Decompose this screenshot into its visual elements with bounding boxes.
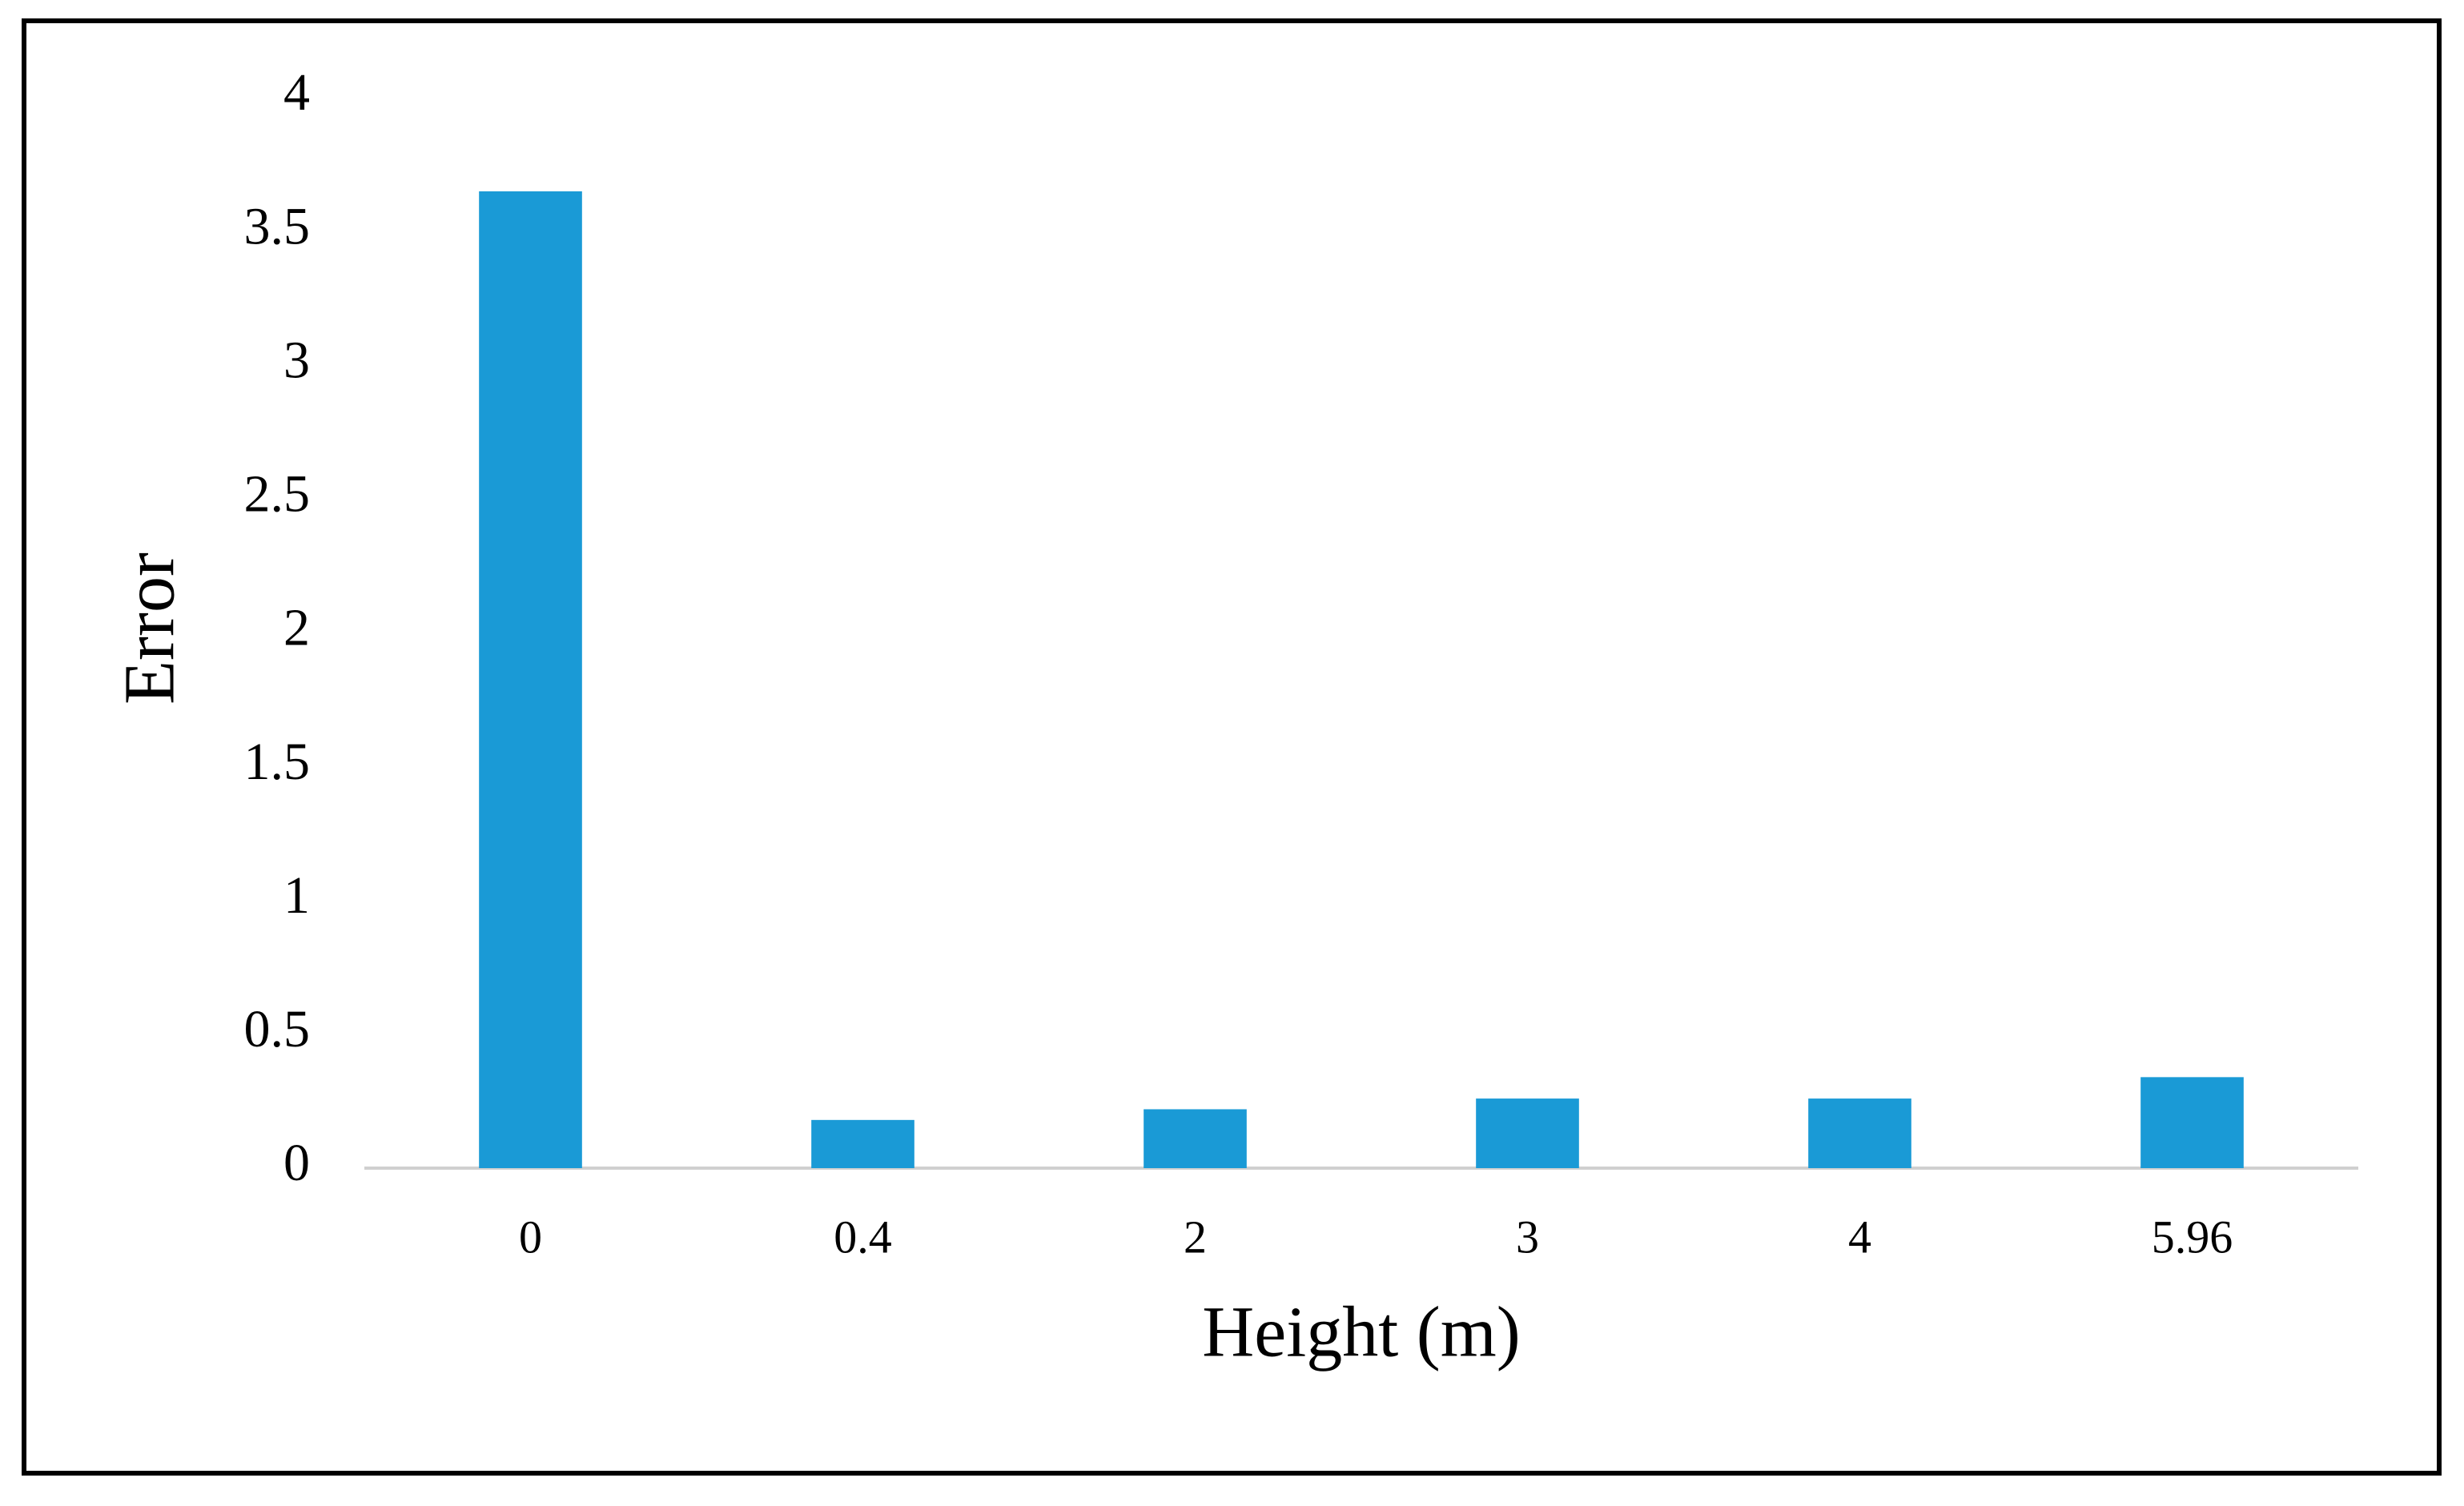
x-tick-label: 0: [519, 1211, 542, 1263]
x-tick-label: 5.96: [2152, 1211, 2233, 1263]
y-tick-label: 1: [283, 866, 310, 925]
bar: [1808, 1098, 1911, 1168]
y-tick-label: 1.5: [244, 733, 311, 791]
bar: [1476, 1098, 1579, 1168]
bar: [1144, 1109, 1247, 1168]
y-axis-title: Error: [111, 552, 190, 705]
bar: [811, 1119, 914, 1168]
y-tick-label: 3: [283, 331, 310, 389]
y-tick-label: 2: [283, 599, 310, 657]
x-tick-label: 2: [1184, 1211, 1207, 1263]
y-tick-label: 2.5: [244, 465, 311, 524]
y-tick-label: 0: [283, 1134, 310, 1192]
bar: [2140, 1077, 2244, 1168]
y-tick-label: 3.5: [244, 197, 311, 255]
x-axis-title: Height (m): [1202, 1293, 1520, 1372]
chart-frame: [22, 18, 2442, 1476]
x-tick-label: 3: [1516, 1211, 1539, 1263]
y-tick-label: 4: [283, 63, 310, 122]
bar: [479, 191, 582, 1168]
x-tick-label: 0.4: [834, 1211, 892, 1263]
y-tick-label: 0.5: [244, 1000, 311, 1058]
x-tick-label: 4: [1848, 1211, 1871, 1263]
